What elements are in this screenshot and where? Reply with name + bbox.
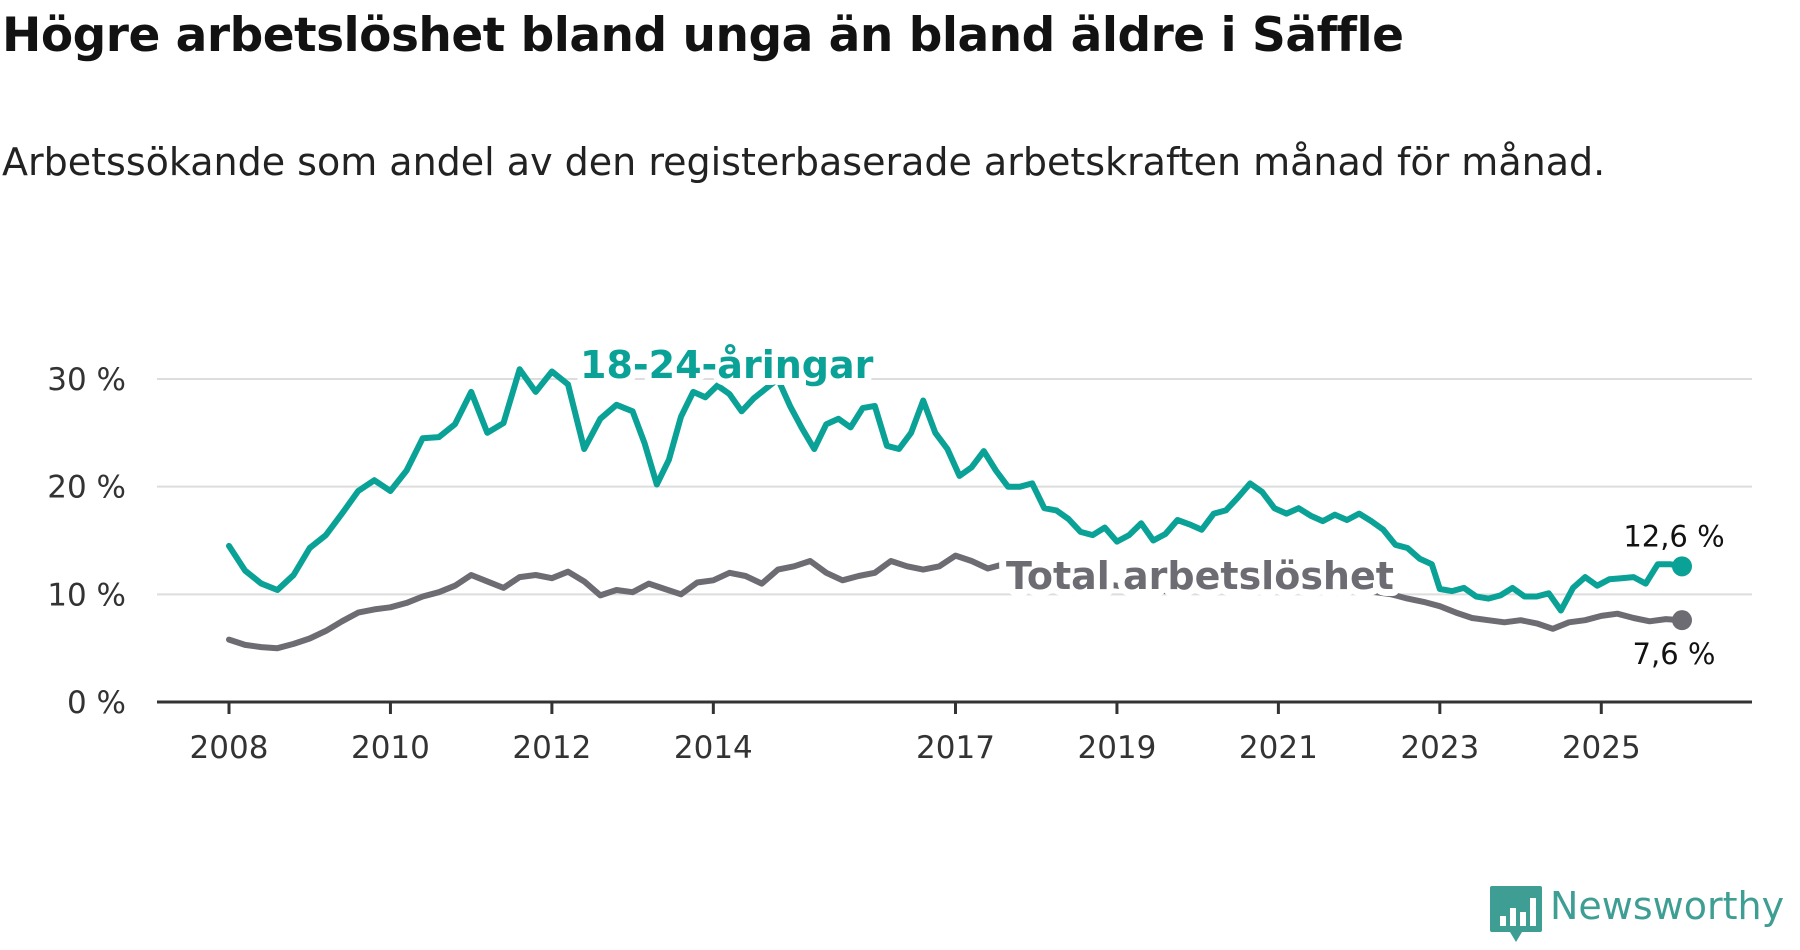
- x-tick-label: 2008: [190, 730, 269, 766]
- series-end-point: [1672, 556, 1692, 577]
- newsworthy-chart-icon: [1490, 886, 1542, 942]
- brand-name: Newsworthy: [1550, 884, 1785, 928]
- y-tick-label: 30 %: [47, 362, 126, 398]
- x-tick-label: 2019: [1077, 730, 1156, 766]
- series-label-youth-halo: 18-24-åringar: [580, 343, 874, 387]
- newsworthy-logo[interactable]: Newsworthy: [1488, 884, 1788, 946]
- x-tick-label: 2017: [916, 730, 995, 766]
- y-tick-label: 0 %: [67, 685, 126, 721]
- x-tick-label: 2010: [351, 730, 430, 766]
- series-line-youth: [226, 366, 1685, 614]
- x-tick-label: 2021: [1239, 730, 1318, 766]
- series-label-youth: 18-24-åringar: [580, 343, 874, 387]
- x-tick-label: 2014: [674, 730, 753, 766]
- chart-subtitle: Arbetssökande som andel av den registerb…: [2, 140, 1606, 184]
- y-tick-label: 20 %: [47, 470, 126, 506]
- series-end-point: [1672, 610, 1692, 631]
- end-label-youth: 12,6 %: [1623, 519, 1724, 553]
- axes: 0 % 10 % 20 % 30 % 2008 2010 2012 2014 2017 2019 2…: [47, 362, 1752, 766]
- x-tick-label: 2025: [1562, 730, 1641, 766]
- x-tick-label: 2012: [512, 730, 591, 766]
- chart-title: Högre arbetslöshet bland unga än bland ä…: [2, 8, 1404, 63]
- series-labels: 12,6 %7,6 %18-24-åringar18-24-åringarTot…: [573, 336, 1725, 671]
- series-label-total: Total arbetslöshet: [1006, 554, 1394, 598]
- x-tick-label: 2023: [1400, 730, 1479, 766]
- series-lines: [226, 366, 1692, 652]
- end-label-total: 7,6 %: [1633, 637, 1716, 671]
- series-line-total: [226, 552, 1685, 652]
- series-label-total-halo: Total arbetslöshet: [1006, 554, 1394, 598]
- y-tick-label: 10 %: [47, 577, 126, 613]
